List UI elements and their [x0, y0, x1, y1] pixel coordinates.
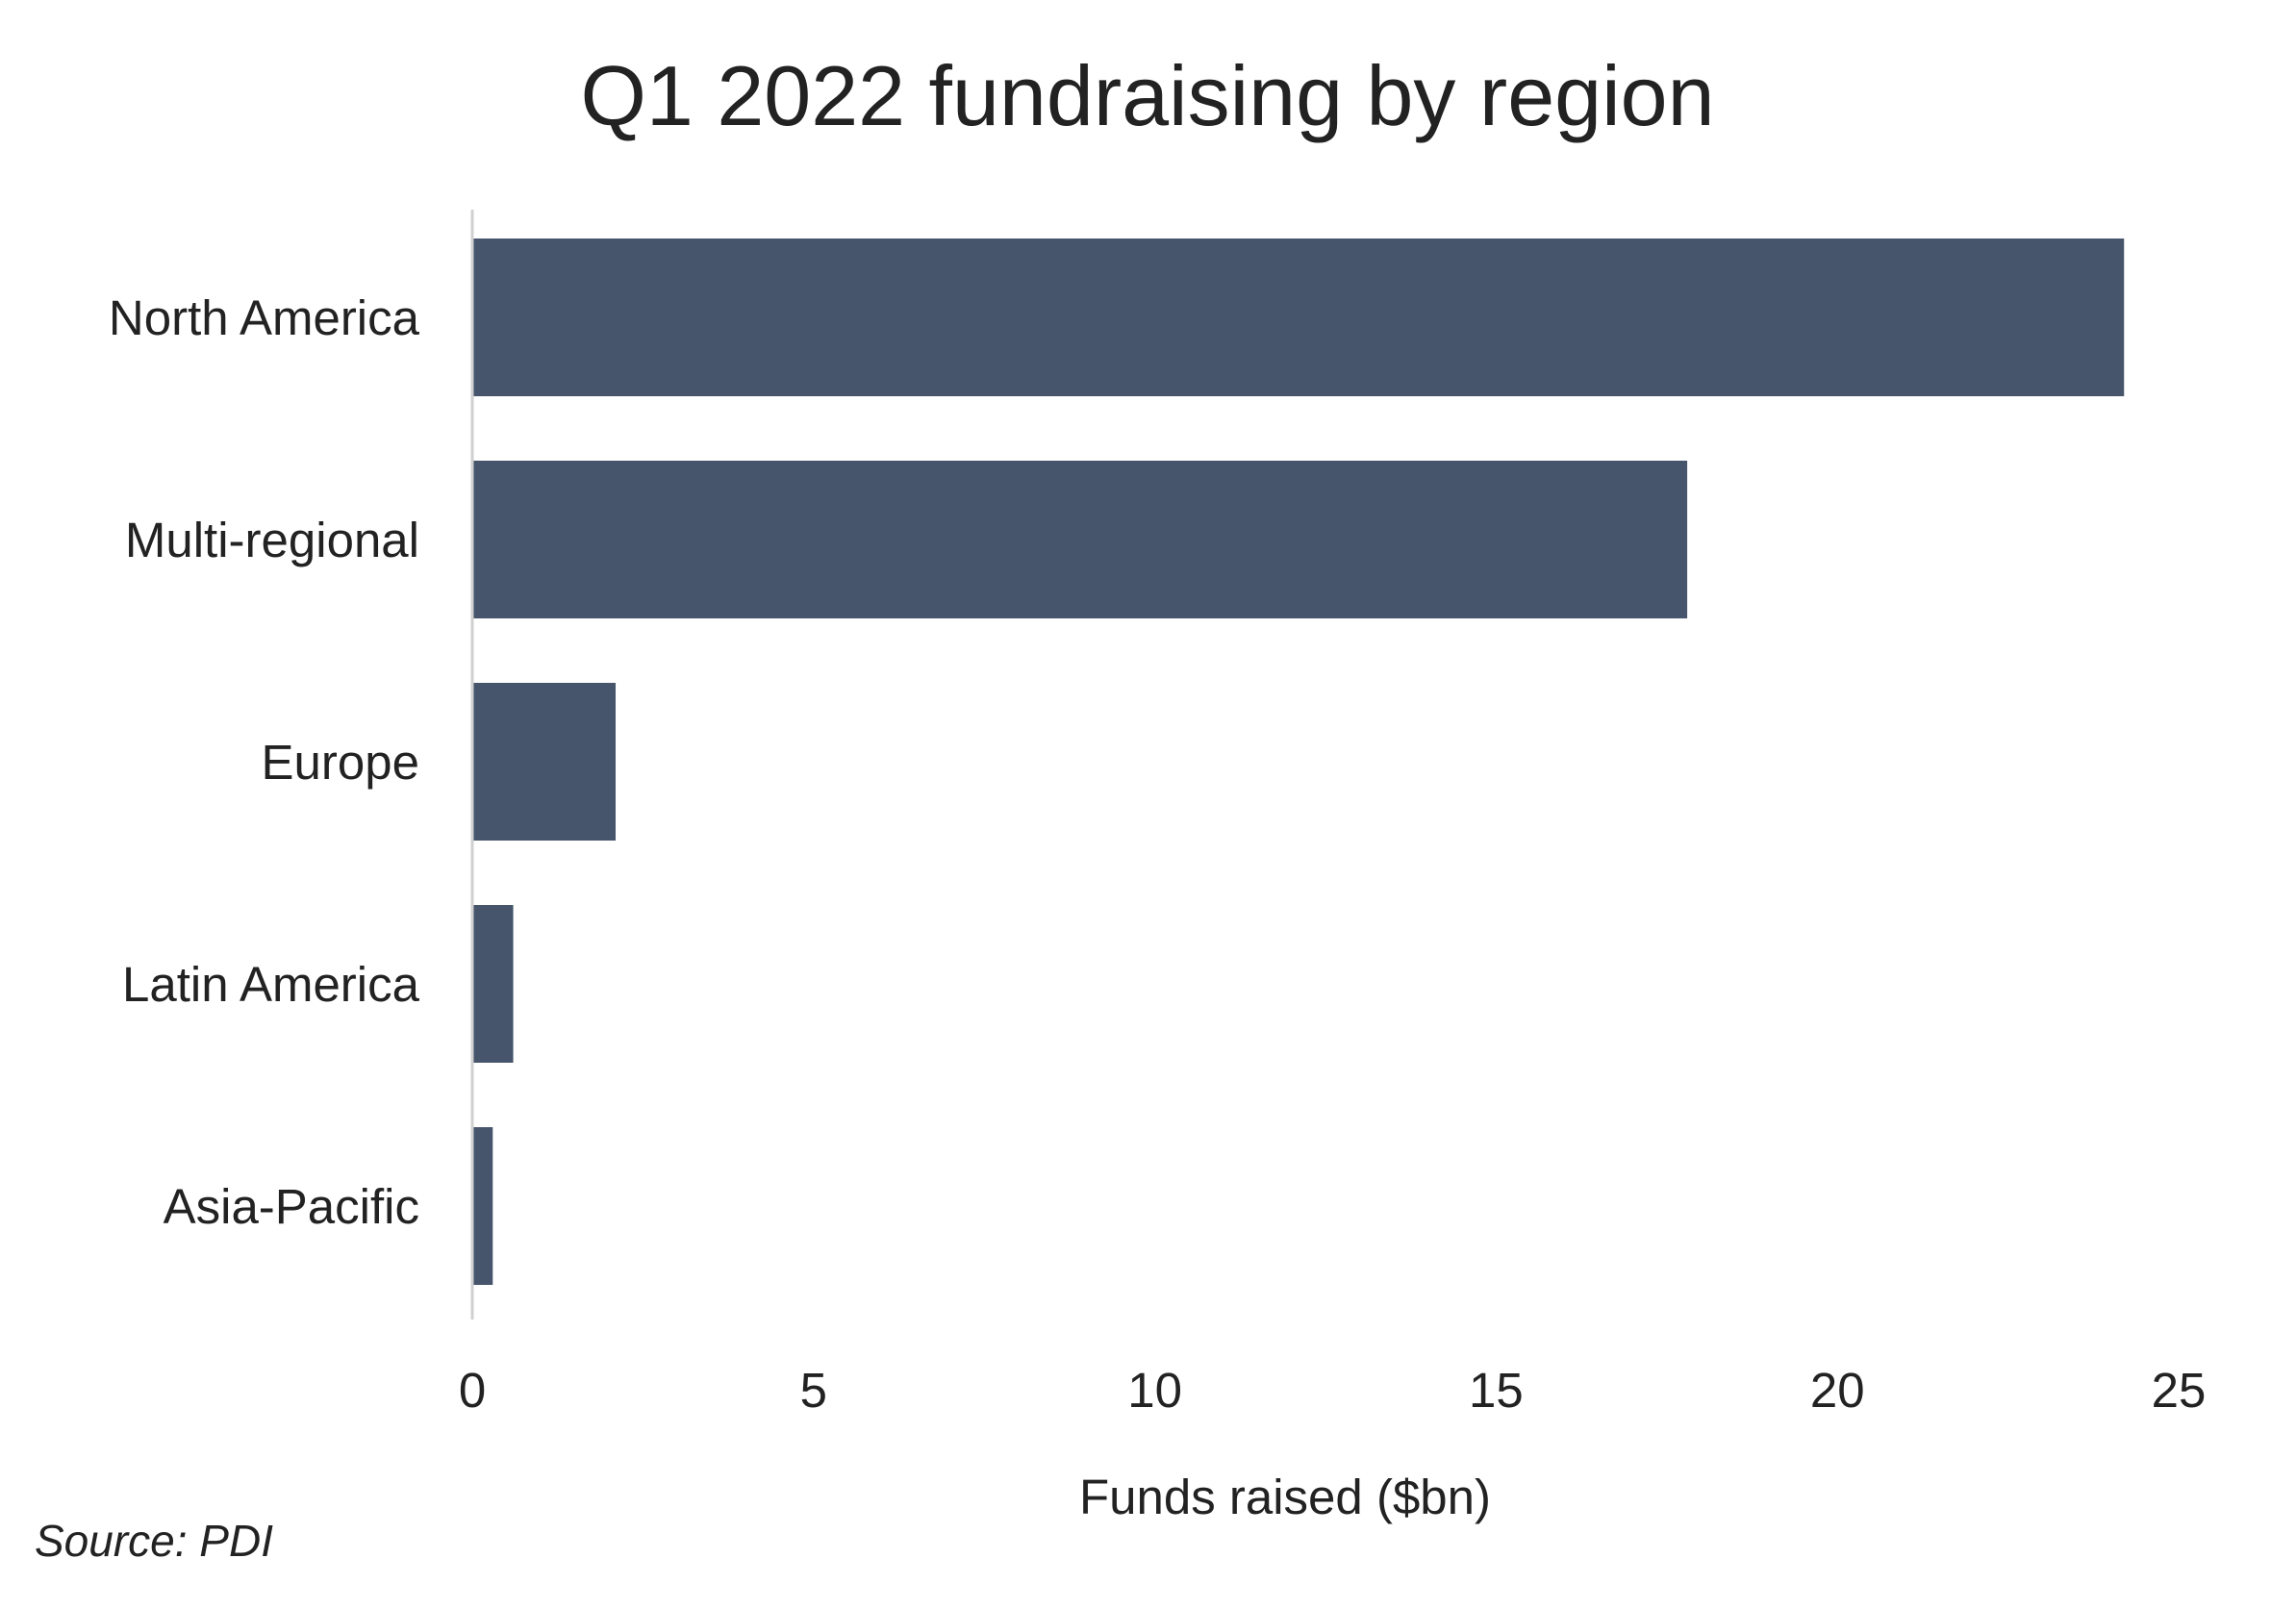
category-label-multi-regional: Multi-regional: [125, 513, 419, 567]
category-label-latin-america: Latin America: [122, 957, 420, 1012]
source-note: Source: PDI: [35, 1516, 273, 1566]
x-tick-label-5: 5: [800, 1363, 827, 1418]
bar-north-america: [472, 239, 2125, 396]
chart-title: Q1 2022 fundraising by region: [580, 48, 1714, 143]
bars-layer: [472, 239, 2125, 1285]
x-tick-label-20: 20: [1810, 1363, 1865, 1418]
bar-latin-america: [472, 905, 514, 1063]
category-label-asia-pacific: Asia-Pacific: [164, 1179, 419, 1234]
x-tick-label-25: 25: [2152, 1363, 2207, 1418]
x-tick-labels: 0 5 10 15 20 25: [459, 1363, 2207, 1418]
x-tick-label-15: 15: [1469, 1363, 1524, 1418]
x-axis-label: Funds raised ($bn): [1079, 1470, 1491, 1524]
category-label-north-america: North America: [109, 290, 420, 345]
x-tick-label-0: 0: [459, 1363, 486, 1418]
x-tick-label-10: 10: [1127, 1363, 1182, 1418]
bar-asia-pacific: [472, 1127, 493, 1285]
category-labels: North America Multi-regional Europe Latin A…: [109, 290, 420, 1234]
bar-europe: [472, 683, 617, 841]
bar-multi-regional: [472, 461, 1688, 618]
category-label-europe: Europe: [262, 735, 419, 790]
